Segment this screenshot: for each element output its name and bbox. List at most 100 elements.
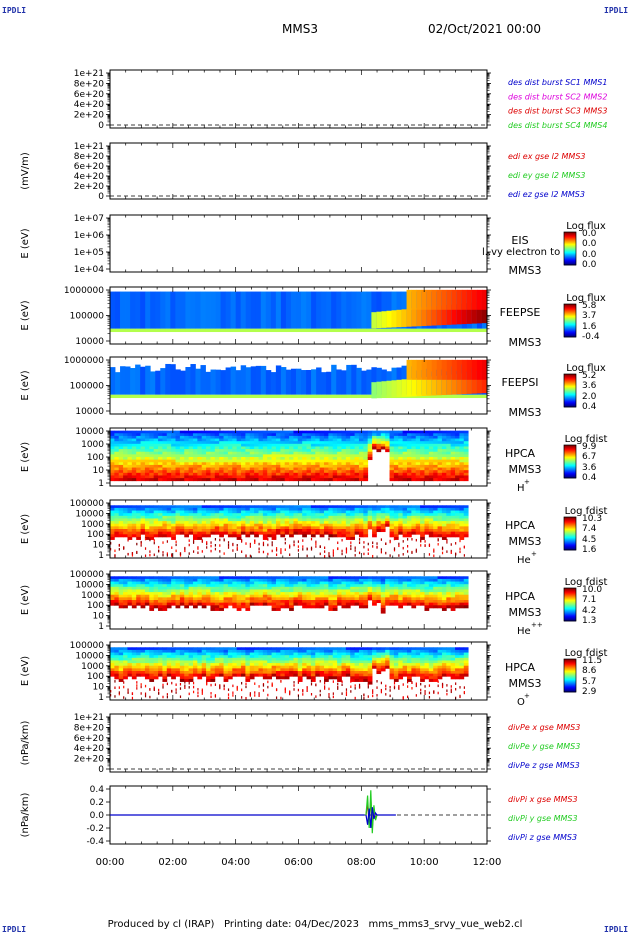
spectrogram-cell: [420, 536, 425, 540]
spectrogram-cell: [402, 475, 408, 479]
spectrogram-cell: [149, 605, 155, 609]
spectrogram-cell: [389, 435, 395, 439]
spectrogram-cell: [197, 459, 203, 463]
colorbar-cell: [564, 398, 576, 400]
colorbar-cell: [564, 521, 576, 523]
spectrogram-cell: [350, 438, 355, 442]
spectrogram-cell: [321, 372, 327, 395]
spectrogram-cell: [450, 513, 456, 517]
spectrogram-cell: [407, 589, 412, 593]
spectrogram-cell: [393, 513, 399, 517]
spectrogram-cell: [206, 435, 211, 439]
spectrogram-cell: [402, 540, 404, 543]
spectrogram-cell: [297, 529, 303, 533]
spectrogram-cell: [372, 586, 377, 590]
spectrogram-cell: [270, 372, 277, 395]
spectrogram-cell: [297, 589, 303, 593]
spectrogram-cell: [411, 328, 418, 333]
spectrogram-cell: [350, 430, 355, 434]
spectrogram-cell: [219, 521, 224, 525]
spectrogram-cell: [380, 507, 386, 511]
spectrogram-cell: [437, 472, 443, 476]
spectrogram-cell: [341, 462, 347, 466]
spectrogram-cell: [284, 435, 290, 439]
spectrogram-cell: [380, 443, 386, 447]
spectrogram-cell: [123, 600, 128, 604]
spectrogram-cell: [144, 584, 150, 588]
spectrogram-cell: [158, 589, 163, 593]
spectrogram-cell: [262, 441, 268, 445]
spectrogram-cell: [127, 438, 133, 442]
spectrogram-cell: [131, 459, 137, 463]
spectrogram-cell: [153, 441, 159, 445]
spectrogram-cell: [302, 578, 307, 582]
spectrogram-cell: [219, 607, 224, 611]
spectrogram-cell: [446, 518, 452, 522]
colorbar-cell: [564, 238, 576, 241]
spectrogram-cell: [380, 602, 386, 606]
spectrogram-cell: [424, 513, 430, 517]
spectrogram-cell: [280, 521, 286, 525]
spectrogram-cell: [275, 584, 281, 588]
spectrogram-cell: [481, 394, 488, 399]
spectrogram-cell: [416, 289, 423, 310]
spectrogram-cell: [158, 459, 163, 463]
spectrogram-cell: [415, 438, 421, 442]
spectrogram-cell: [341, 433, 347, 437]
spectrogram-cell: [341, 538, 343, 542]
spectrogram-cell: [241, 600, 246, 604]
spectrogram-cell: [358, 457, 364, 461]
spectrogram-cell: [114, 586, 120, 590]
spectrogram-cell: [188, 454, 194, 458]
spectrogram-cell: [402, 600, 408, 604]
spectrogram-cell: [455, 462, 460, 466]
spectrogram-cell: [206, 457, 211, 461]
spectrogram-cell: [127, 526, 133, 530]
spectrogram-cell: [225, 394, 232, 399]
spectrogram-cell: [424, 478, 430, 482]
spectrogram-cell: [306, 554, 308, 558]
spectrogram-cell: [245, 529, 251, 533]
spectrogram-cell: [144, 523, 150, 527]
colorbar-cell: [564, 545, 576, 548]
spectrogram-cell: [114, 472, 120, 476]
spectrogram-cell: [332, 475, 338, 479]
spectrogram-cell: [245, 513, 251, 517]
spectrogram-cell: [367, 505, 373, 509]
spectrogram-cell: [319, 605, 325, 609]
spectrogram-cell: [197, 551, 199, 555]
spectrogram-cell: [158, 545, 160, 549]
spectrogram-cell: [232, 602, 238, 606]
spectrogram-cell: [127, 538, 129, 542]
spectrogram-cell: [262, 505, 268, 509]
spectrogram-cell: [350, 534, 355, 538]
spectrogram-cell: [260, 394, 267, 399]
spectrogram-cell: [149, 534, 155, 538]
spectrogram-cell: [271, 576, 277, 580]
spectrogram-cell: [463, 545, 465, 549]
spectrogram-cell: [424, 515, 430, 519]
spectrogram-cell: [179, 462, 185, 466]
spectrogram-cell: [393, 443, 399, 447]
spectrogram-cell: [262, 449, 268, 453]
spectrogram-cell: [110, 594, 115, 598]
spectrogram-cell: [289, 510, 294, 514]
spectrogram-cell: [402, 438, 408, 442]
spectrogram-cell: [389, 600, 395, 604]
spectrogram-cell: [127, 600, 133, 604]
spectrogram-cell: [114, 523, 120, 527]
spectrogram-cell: [118, 454, 124, 458]
colorbar-cell: [564, 263, 576, 266]
spectrogram-cell: [267, 454, 273, 458]
spectrogram-cell: [293, 515, 299, 519]
spectrogram-cell: [363, 472, 369, 476]
spectrogram-cell: [420, 518, 425, 522]
colorbar-cell: [564, 319, 576, 321]
spectrogram-cell: [280, 526, 286, 530]
spectrogram-cell: [398, 430, 404, 434]
spectrogram-cell: [446, 454, 452, 458]
spectrogram-cell: [437, 433, 443, 437]
spectrogram-cell: [450, 505, 456, 509]
spectrogram-cell: [236, 523, 242, 527]
spectrogram-cell: [175, 531, 181, 535]
